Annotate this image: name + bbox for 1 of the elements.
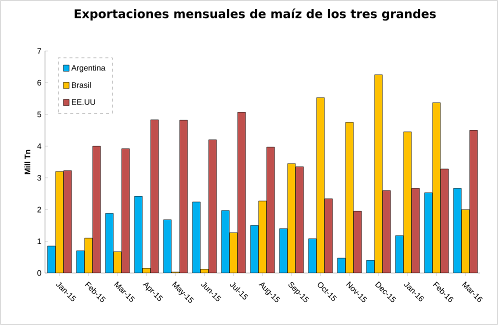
chart-title: Exportaciones mensuales de maíz de los tres grandes: [74, 8, 436, 21]
